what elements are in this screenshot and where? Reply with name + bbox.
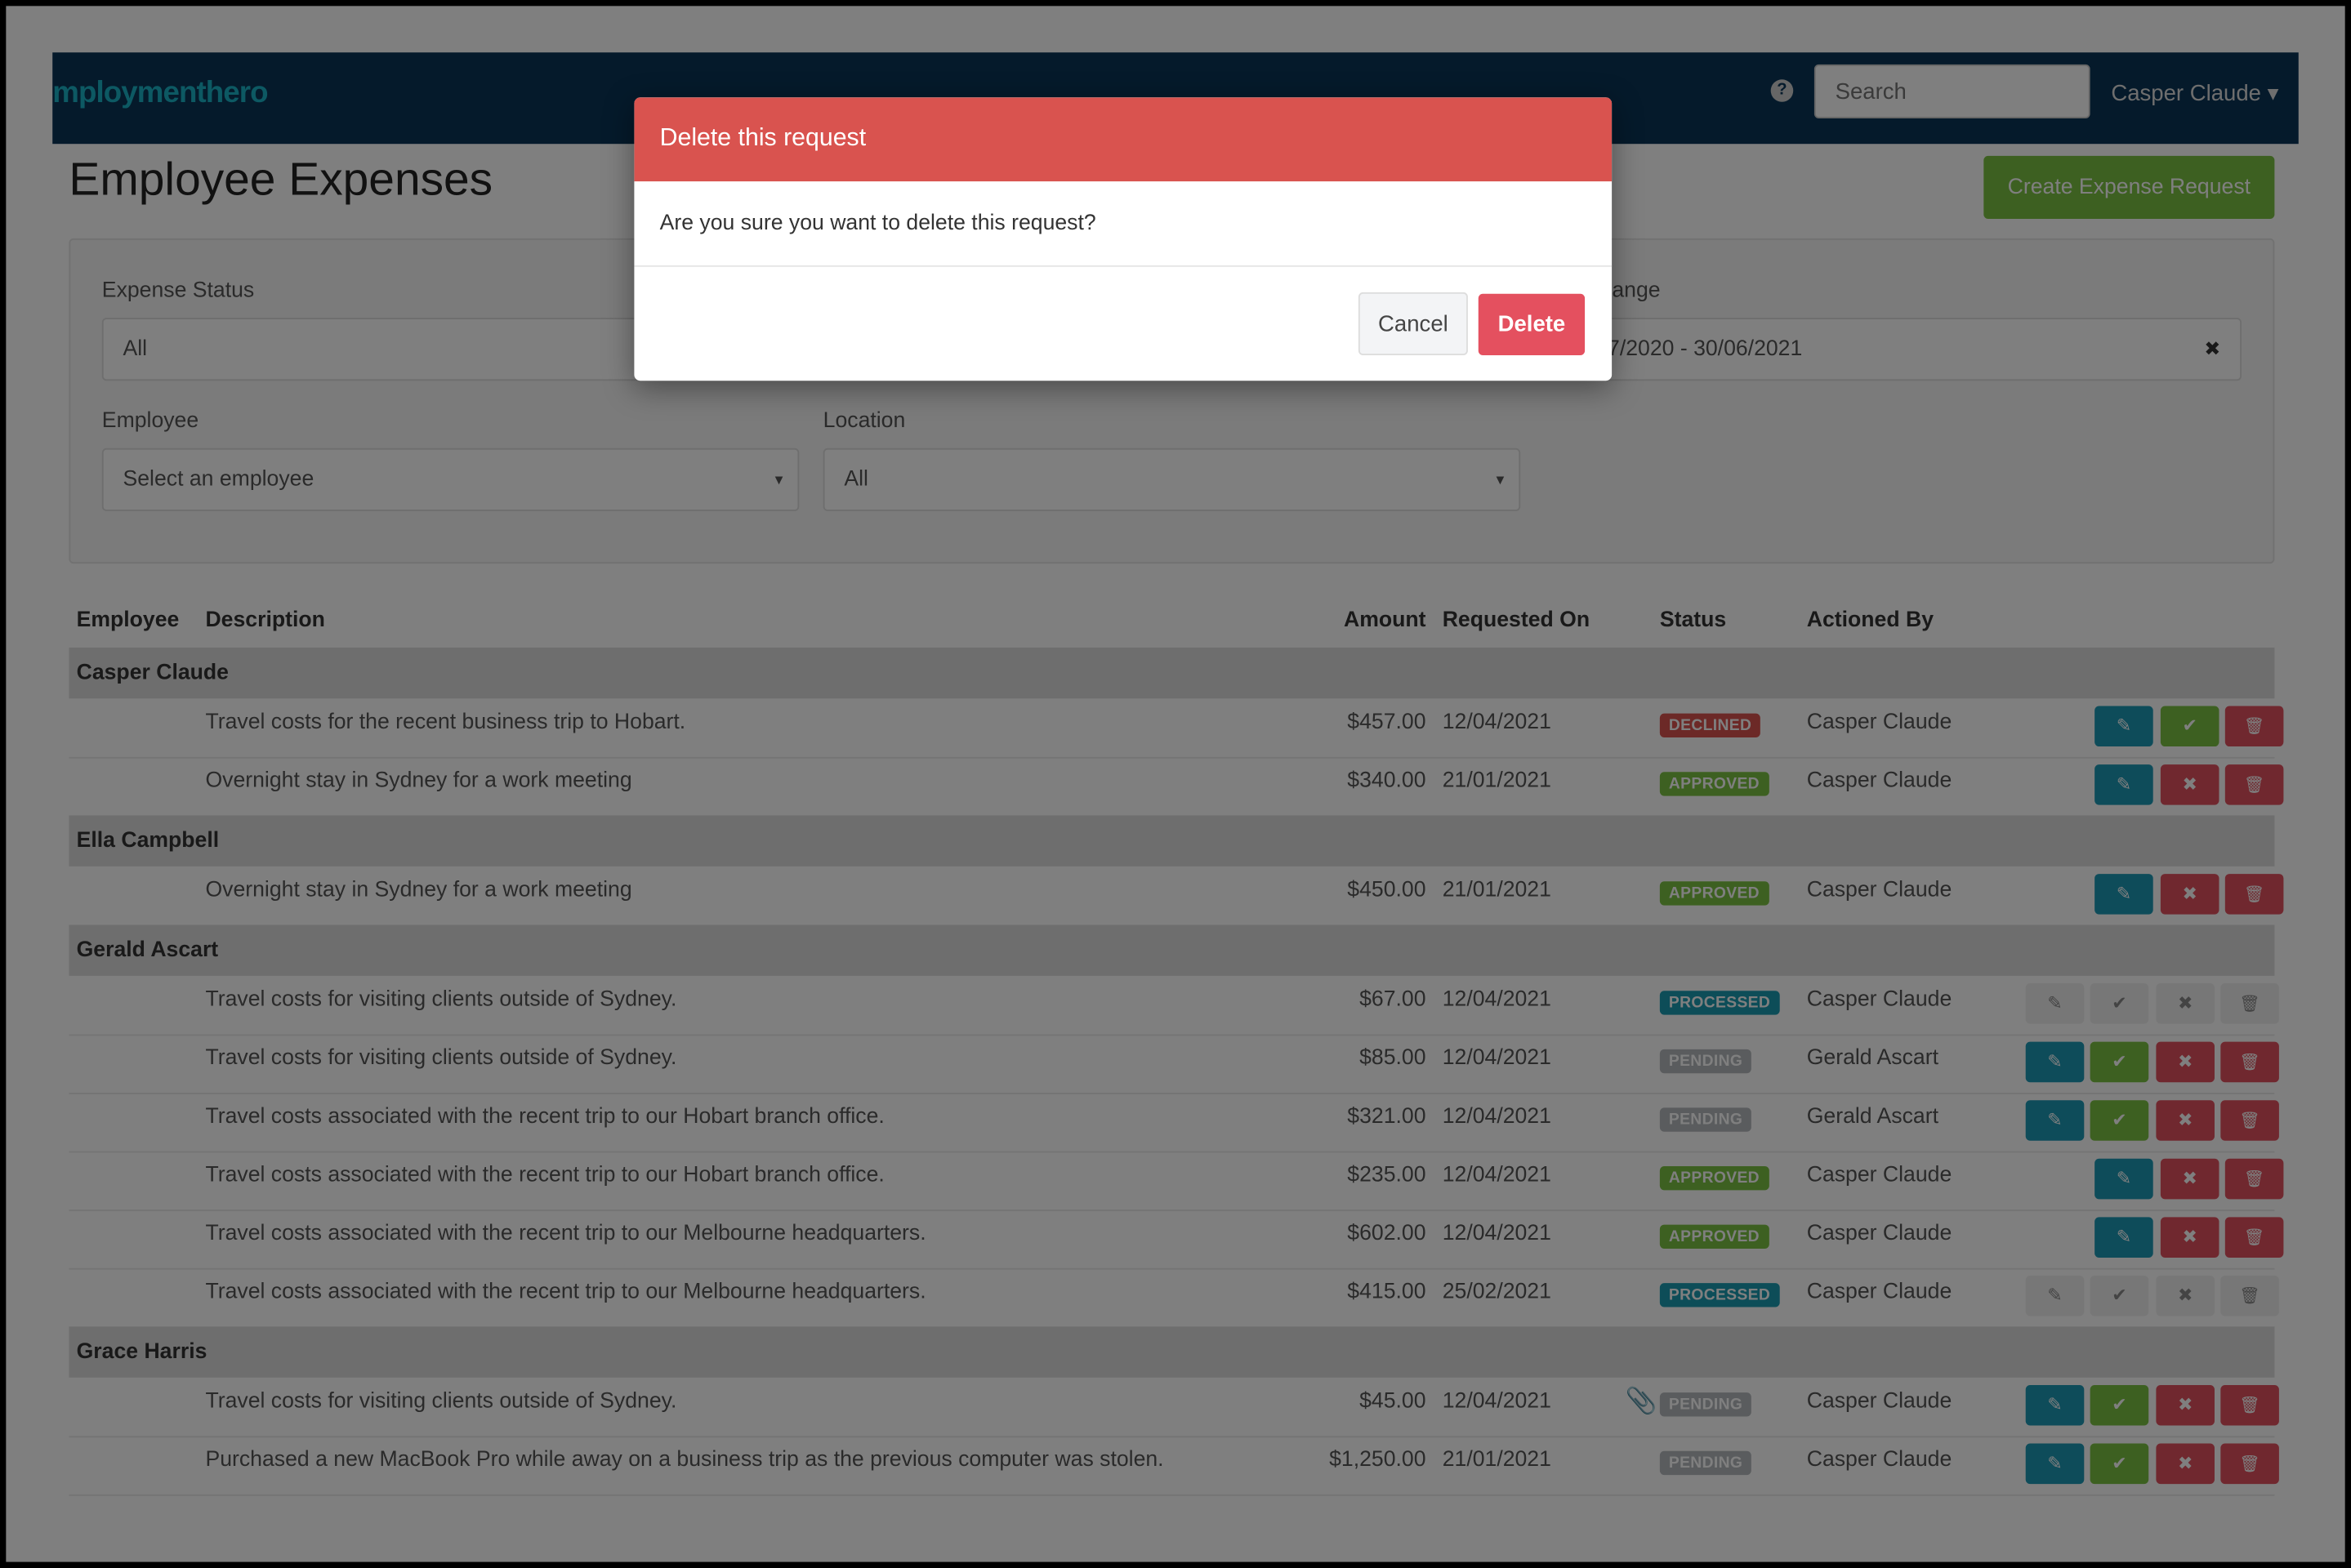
- delete-button[interactable]: Delete: [1478, 293, 1586, 356]
- modal-divider: [634, 265, 1613, 267]
- delete-modal: Delete this request Are you sure you wan…: [634, 97, 1613, 381]
- modal-title: Delete this request: [634, 97, 1613, 182]
- modal-message: Are you sure you want to delete this req…: [659, 211, 1096, 236]
- cancel-button[interactable]: Cancel: [1358, 292, 1468, 356]
